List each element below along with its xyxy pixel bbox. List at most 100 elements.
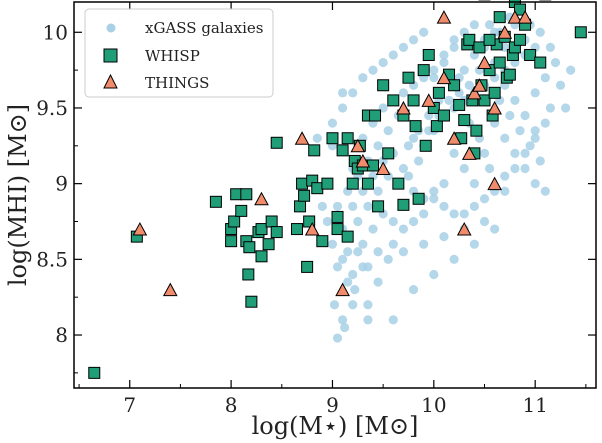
xgass-galaxies-point	[338, 315, 348, 325]
xgass-galaxies-point	[540, 186, 550, 196]
whisp-point	[493, 56, 506, 69]
whisp-point	[437, 109, 450, 122]
xgass-galaxies-point	[419, 27, 429, 37]
things-point	[254, 191, 269, 206]
xgass-galaxies-point	[317, 201, 327, 211]
legend-xgass-label: xGASS galaxies	[145, 19, 263, 37]
xgass-galaxies-point	[312, 133, 322, 143]
xgass-galaxies-point	[550, 57, 561, 68]
ticks-layer: 7 8 9 10 11 8 8.5 9 9.5 10	[36, 2, 596, 417]
xgass-galaxies-point	[515, 126, 525, 136]
xgass-galaxies-point	[368, 224, 378, 234]
xgass-galaxies-point	[419, 239, 429, 249]
xgass-galaxies-point	[540, 73, 550, 83]
xgass-galaxies-point	[545, 42, 555, 53]
xgass-galaxies-point	[373, 247, 383, 257]
whisp-point	[331, 223, 344, 236]
xgass-galaxies-point	[338, 88, 348, 98]
things-point	[507, 10, 523, 24]
things-point	[461, 146, 477, 160]
xgass-galaxies-point	[388, 216, 398, 227]
xgass-galaxies-point	[429, 65, 439, 75]
x-axis-label: log(M⋆) [M⊙]	[252, 412, 419, 440]
whisp-point	[316, 235, 329, 248]
whisp-point	[369, 109, 382, 122]
things-point	[132, 222, 148, 236]
xgass-galaxies-point	[327, 118, 338, 128]
xgass-galaxies-point	[429, 194, 439, 204]
xgass-galaxies-point	[348, 300, 358, 310]
whisp-point	[458, 114, 471, 127]
xgass-galaxies-point	[459, 163, 469, 174]
xgass-galaxies-point	[500, 186, 510, 196]
things-point	[421, 93, 437, 107]
xgass-galaxies-point	[348, 201, 358, 211]
whisp-point	[367, 159, 380, 172]
whisp-point	[488, 86, 501, 99]
whisp-point	[243, 241, 256, 254]
whisp-point	[228, 215, 241, 228]
y-tick-label: 8.5	[36, 247, 68, 271]
whisp-point	[262, 238, 275, 251]
xgass-galaxies-point	[383, 126, 393, 136]
xgass-galaxies-point	[530, 179, 540, 189]
whisp-point	[483, 33, 496, 46]
xgass-galaxies-point	[469, 239, 479, 249]
whisp-point	[503, 68, 516, 81]
xgass-galaxies-point	[429, 269, 439, 280]
legend-frame	[84, 8, 274, 98]
xgass-galaxies-point	[464, 80, 474, 90]
y-tick-label: 9.5	[36, 96, 68, 120]
x-tick-label: 10	[421, 393, 446, 417]
x-tick-label: 11	[522, 393, 547, 417]
legend-things-marker	[103, 73, 118, 89]
whisp-point	[412, 192, 425, 205]
whisp-point	[235, 204, 248, 217]
whisp-point	[397, 198, 410, 211]
whisp-point	[321, 177, 334, 190]
whisp-point	[341, 230, 354, 243]
whisp-point	[326, 132, 339, 145]
things-point	[487, 176, 502, 191]
points-layer	[88, 0, 587, 379]
xgass-galaxies-point	[363, 262, 373, 272]
x-tick-label: 7	[123, 393, 136, 417]
things-point	[487, 100, 502, 115]
x-tick-label: 8	[225, 393, 238, 417]
y-tick-label: 8	[55, 323, 68, 347]
xgass-galaxies-point	[398, 42, 409, 53]
xgass-galaxies-point	[338, 103, 348, 113]
xgass-galaxies-point	[520, 148, 530, 158]
things-point	[467, 85, 482, 100]
whisp-point	[417, 64, 430, 77]
xgass-galaxies-point	[378, 57, 388, 68]
whisp-point	[372, 200, 385, 213]
xgass-galaxies-point	[398, 224, 409, 234]
xgass-galaxies-point	[566, 65, 576, 75]
things-point	[355, 153, 371, 168]
whisp-point	[409, 120, 422, 133]
xgass-galaxies-point	[329, 300, 340, 310]
whisp-point	[265, 215, 278, 228]
xgass-galaxies-point	[373, 141, 383, 151]
whisp-point	[402, 71, 415, 84]
whisp-point	[432, 86, 445, 99]
xgass-galaxies-point	[449, 42, 459, 53]
xgass-galaxies-point	[322, 216, 332, 227]
things-point	[497, 25, 513, 39]
whisp-point	[422, 48, 435, 61]
whisp-point	[574, 26, 587, 39]
y-tick-label: 10	[43, 20, 68, 44]
xgass-galaxies-point	[429, 73, 439, 83]
xgass-galaxies-point	[332, 262, 343, 272]
whisp-point	[392, 177, 405, 190]
things-point	[446, 131, 462, 145]
whisp-point	[534, 56, 547, 69]
plot-frame	[73, 1, 597, 389]
whisp-point	[209, 195, 222, 208]
xgass-galaxies-point	[484, 20, 495, 30]
xgass-galaxies-point	[545, 103, 555, 113]
whisp-point	[296, 177, 309, 190]
things-point	[294, 131, 310, 145]
